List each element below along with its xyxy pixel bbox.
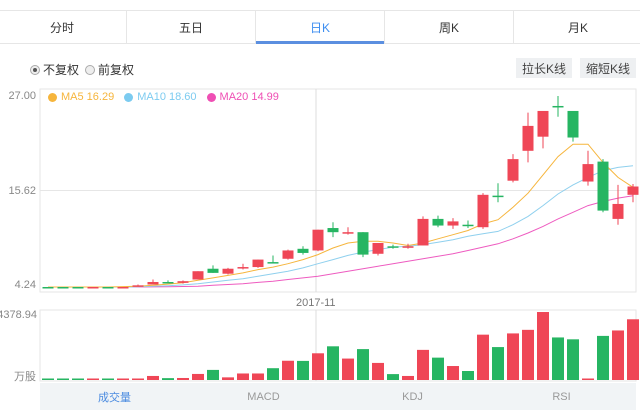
ma5-dot-icon — [48, 92, 57, 102]
legend-ma10: MA10 18.60 — [124, 91, 197, 103]
tab-rsi[interactable]: RSI — [552, 390, 571, 403]
radio-checked-icon[interactable] — [30, 64, 40, 75]
tab-kdj[interactable]: KDJ — [402, 390, 423, 403]
radio-forward-adjust[interactable]: 前复权 — [85, 61, 134, 78]
radio-label: 不复权 — [43, 63, 80, 77]
tab-daily-k[interactable]: 日K — [256, 11, 385, 44]
ma-legend: MA5 16.29 MA10 18.60 MA20 14.99 — [48, 91, 289, 103]
price-axis-max: 27.00 — [8, 90, 36, 102]
adjustment-options: 不复权 前复权 — [30, 61, 140, 78]
period-tabs: 分时 五日 日K 周K 月K — [0, 10, 640, 44]
legend-ma5: MA5 16.29 — [48, 91, 114, 103]
tab-intraday[interactable]: 分时 — [0, 11, 127, 43]
legend-ma20: MA20 14.99 — [206, 91, 279, 103]
volume-axis-unit: 万股 — [14, 371, 36, 383]
radio-label: 前复权 — [98, 63, 135, 77]
price-axis-mid: 15.62 — [8, 185, 36, 197]
ma10-dot-icon — [124, 92, 134, 102]
tab-macd[interactable]: MACD — [247, 390, 280, 403]
tab-weekly-k[interactable]: 周K — [385, 11, 514, 43]
date-marker-label: 2017-11 — [296, 297, 336, 309]
tab-volume[interactable]: 成交量 — [98, 391, 131, 404]
radio-no-adjust[interactable]: 不复权 — [30, 61, 79, 78]
volume-axis-max: 4378.94 — [0, 309, 37, 321]
ma20-dot-icon — [206, 92, 216, 102]
indicator-tabs: 成交量 MACD KDJ RSI — [40, 383, 636, 410]
lengthen-k-button[interactable]: 拉长K线 — [516, 58, 573, 78]
radio-unchecked-icon[interactable] — [85, 64, 96, 75]
price-axis-min: 4.24 — [14, 279, 36, 291]
shorten-k-button[interactable]: 缩短K线 — [580, 58, 637, 78]
tab-monthly-k[interactable]: 月K — [567, 20, 588, 35]
tab-five-day[interactable]: 五日 — [127, 11, 256, 43]
